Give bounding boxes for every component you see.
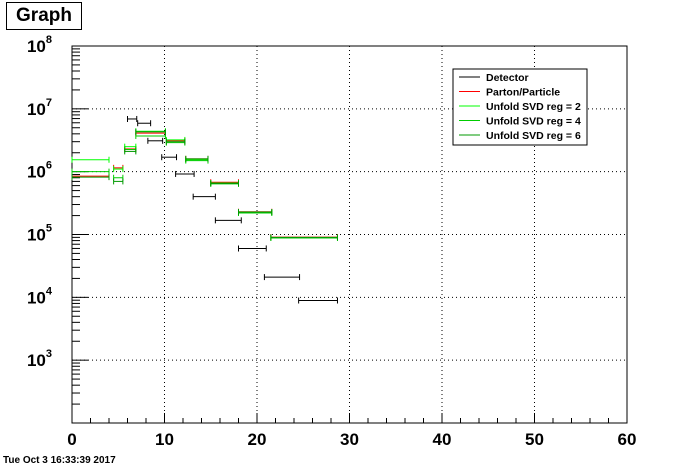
legend-item: Parton/Particle (459, 87, 560, 99)
legend-box (452, 68, 588, 146)
series-parton-particle (71, 130, 338, 241)
data-point (175, 170, 195, 177)
data-point (185, 155, 209, 162)
data-point (161, 154, 178, 161)
legend-item: Detector (459, 72, 529, 84)
data-point (113, 178, 124, 185)
x-tick-label: 10 (155, 430, 174, 449)
data-point (135, 128, 166, 135)
legend-label: Parton/Particle (486, 87, 560, 99)
series-detector (127, 115, 338, 304)
data-point (210, 180, 239, 187)
x-tick-label: 30 (340, 430, 359, 449)
y-tick-labels: 103 104 105 106 107 108 (27, 34, 53, 370)
legend: Detector Parton/Particle Unfold SVD reg = … (452, 68, 588, 146)
x-tick-label: 50 (525, 430, 544, 449)
grid (72, 46, 627, 423)
data-point (270, 234, 338, 241)
x-tick-label: 0 (67, 430, 76, 449)
data-point (270, 234, 338, 241)
data-point (113, 166, 124, 173)
legend-label: Unfold SVD reg = 2 (486, 101, 581, 113)
data-point (192, 193, 216, 200)
legend-label: Unfold SVD reg = 4 (486, 116, 581, 128)
data-point (147, 137, 164, 144)
legend-item: Unfold SVD reg = 4 (459, 116, 581, 128)
series-unfold-svd-reg-2 (71, 128, 338, 241)
x-tick-label: 20 (248, 430, 267, 449)
data-point (127, 115, 138, 122)
data-point (113, 164, 124, 171)
data-point (124, 148, 137, 155)
data-point (113, 174, 124, 181)
data-point (263, 274, 301, 281)
axis-ticks (71, 45, 628, 423)
y-tick-label: 105 (27, 223, 52, 245)
legend-item: Unfold SVD reg = 6 (459, 130, 581, 142)
data-point (238, 245, 267, 252)
data-point (71, 168, 110, 175)
x-tick-label: 60 (618, 430, 637, 449)
series-unfold-svd-reg-6 (71, 128, 338, 241)
legend-label: Unfold SVD reg = 6 (486, 130, 581, 142)
y-tick-label: 108 (27, 34, 52, 56)
y-tick-label: 103 (27, 348, 52, 370)
data-point (214, 217, 242, 224)
x-tick-labels: 0 10 20 30 40 50 60 (67, 430, 636, 449)
graph-title: Graph (6, 2, 82, 30)
data-point (185, 156, 209, 163)
data-point (137, 120, 152, 127)
timestamp: Tue Oct 3 16:33:39 2017 (3, 455, 116, 466)
data-point (165, 138, 186, 145)
data-point (298, 297, 338, 304)
y-tick-label: 107 (27, 97, 52, 119)
data-point (71, 174, 110, 181)
data-point (238, 209, 273, 216)
y-tick-label: 106 (27, 160, 52, 182)
x-tick-label: 40 (433, 430, 452, 449)
y-tick-label: 104 (27, 285, 53, 307)
legend-label: Detector (486, 72, 529, 84)
legend-item: Unfold SVD reg = 2 (459, 101, 581, 113)
series-unfold-svd-reg-4 (71, 132, 338, 241)
data-series (71, 115, 338, 304)
data-point (135, 132, 166, 139)
data-point (238, 209, 273, 216)
data-point (71, 156, 110, 163)
